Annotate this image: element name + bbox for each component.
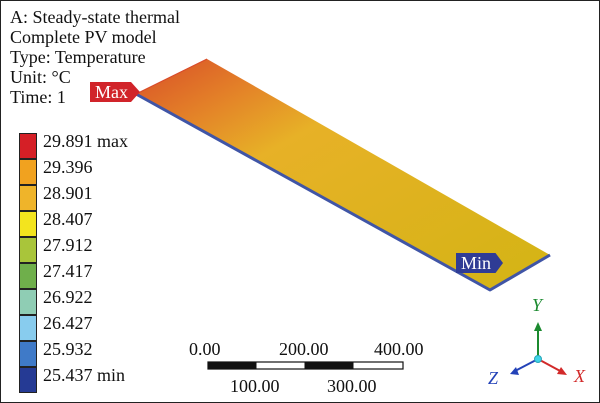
triad-origin [534,355,542,363]
legend-swatch [19,315,37,341]
legend-swatch [19,211,37,237]
legend-swatch [19,367,37,393]
model-name: Complete PV model [10,27,157,47]
legend-swatch [19,341,37,367]
legend-swatch [19,185,37,211]
legend-label: 29.396 [43,157,93,177]
scale-bar-black-segment [305,362,353,369]
result-time: Time: 1 [10,87,66,107]
analysis-title: A: Steady-state thermal [10,7,180,27]
scale-bar-black-segment [208,362,256,369]
legend-swatch [19,133,37,159]
legend-label: 25.932 [43,339,93,359]
max-marker: Max [90,82,140,102]
legend-label-max: 29.891 max [43,131,128,151]
z-axis-label: Z [488,368,499,388]
legend-swatch [19,237,37,263]
x-axis-line [537,358,563,373]
legend-label: 27.912 [43,235,93,255]
legend-label: 28.901 [43,183,93,203]
legend-swatch [19,289,37,315]
y-axis-label: Y [532,295,543,315]
scale-label-400: 400.00 [374,339,424,359]
scale-label-300: 300.00 [327,376,377,396]
legend-swatch [19,159,37,185]
legend-label-min: 25.437 min [43,365,126,385]
x-axis-label: X [574,366,585,386]
legend-swatch [19,263,37,289]
scale-label-0: 0.00 [189,339,221,359]
x-axis-arrow [557,367,567,375]
pv-plate-edge [135,92,551,292]
result-type: Type: Temperature [10,47,146,67]
legend-label: 26.922 [43,287,93,307]
legend-label: 26.427 [43,313,93,333]
y-axis-arrow [534,322,542,331]
z-axis-arrow [510,367,519,375]
legend-label: 27.417 [43,261,93,281]
result-unit: Unit: °C [10,67,71,87]
scale-label-200: 200.00 [279,339,329,359]
temperature-legend: 29.891 max 29.396 28.901 28.407 27.912 2… [19,131,239,393]
scale-label-100: 100.00 [230,376,280,396]
simulation-header: A: Steady-state thermal Complete PV mode… [10,7,180,107]
pv-plate-back-edge [135,58,208,95]
orientation-triad [510,322,567,375]
pv-plate-top-surface[interactable] [136,59,550,290]
scale-bar [207,361,404,370]
min-marker: Min [456,253,504,273]
legend-label: 28.407 [43,209,93,229]
z-axis-line [514,358,539,372]
